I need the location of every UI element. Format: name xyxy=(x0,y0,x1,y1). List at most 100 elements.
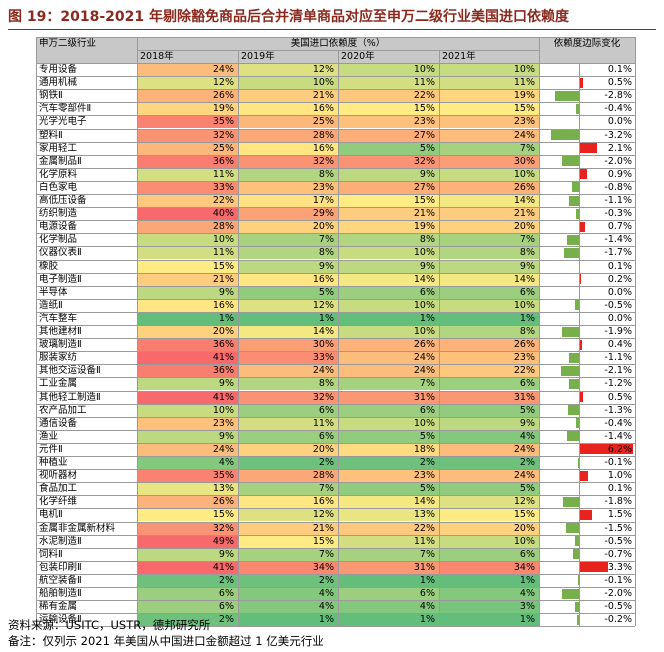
value-cell-2020: 6% xyxy=(338,587,439,601)
value-cell-2021: 7% xyxy=(439,141,539,155)
change-value: -1.2% xyxy=(604,378,632,390)
change-value: -1.5% xyxy=(604,522,632,534)
row-label: 纺织制造 xyxy=(39,208,78,220)
change-value: -1.9% xyxy=(604,326,632,337)
value-cell-2020: 18% xyxy=(338,442,439,456)
value-cell-2018: 15% xyxy=(137,259,238,273)
row-label: 高低压设备 xyxy=(39,195,87,206)
grid-line xyxy=(36,37,635,38)
value-cell-2021: 6% xyxy=(439,377,539,391)
change-bar xyxy=(579,470,588,481)
value-cell-2021: 20% xyxy=(439,220,539,234)
value-cell-2020: 2% xyxy=(338,456,439,470)
grid-line xyxy=(36,495,635,496)
change-value: 0.1% xyxy=(607,483,632,495)
row-label: 造纸Ⅱ xyxy=(39,299,63,311)
value-cell-2020: 23% xyxy=(338,115,439,129)
value-cell-2021: 19% xyxy=(439,89,539,103)
value-cell-2018: 36% xyxy=(137,154,238,168)
change-bar xyxy=(579,339,583,350)
row-label: 光学光电子 xyxy=(39,116,87,128)
value-cell-2018: 2% xyxy=(137,613,238,627)
value-cell-2021: 14% xyxy=(439,194,539,208)
row-label: 工业金属 xyxy=(39,378,78,390)
header-year-2021: 2021年 xyxy=(439,50,539,63)
grid-line xyxy=(36,102,635,103)
change-value: 3.3% xyxy=(607,561,632,573)
value-cell-2020: 22% xyxy=(338,521,439,535)
grid-line xyxy=(635,37,636,627)
grid-line xyxy=(36,521,635,523)
header-year-2020: 2020年 xyxy=(338,50,439,63)
grid-line xyxy=(36,285,635,287)
value-cell-2019: 2% xyxy=(238,456,338,470)
value-cell-2020: 27% xyxy=(338,128,439,142)
change-value: -2.1% xyxy=(604,365,632,377)
change-bar xyxy=(568,378,579,389)
change-value: 0.5% xyxy=(607,391,632,403)
row-label: 专用设备 xyxy=(39,64,78,75)
change-bar xyxy=(563,496,579,507)
change-bar xyxy=(569,195,579,206)
value-cell-2019: 12% xyxy=(238,508,338,522)
row-label: 半导体 xyxy=(39,286,68,298)
change-value: 0.0% xyxy=(607,312,632,324)
change-bar xyxy=(566,431,579,442)
grid-line xyxy=(36,220,635,221)
value-cell-2020: 6% xyxy=(338,285,439,299)
change-value: -2.0% xyxy=(604,155,632,167)
grid-line xyxy=(36,560,635,562)
grid-line xyxy=(36,246,635,247)
value-cell-2021: 1% xyxy=(439,573,539,587)
change-bar xyxy=(574,601,579,612)
grid-line xyxy=(36,469,635,470)
change-bar xyxy=(572,549,579,560)
change-value: 2.1% xyxy=(607,142,632,154)
change-bar xyxy=(572,182,579,193)
value-cell-2018: 41% xyxy=(137,351,238,365)
value-cell-2020: 14% xyxy=(338,272,439,286)
grid-line xyxy=(36,298,635,300)
value-cell-2019: 7% xyxy=(238,547,338,561)
row-label: 包装印刷Ⅱ xyxy=(39,561,82,573)
value-cell-2019: 16% xyxy=(238,141,338,155)
value-cell-2021: 23% xyxy=(439,351,539,365)
grid-line xyxy=(36,364,635,365)
header-year-2018: 2018年 xyxy=(137,50,238,63)
change-bar xyxy=(565,523,579,534)
grid-line xyxy=(439,50,440,627)
value-cell-2021: 1% xyxy=(439,311,539,325)
change-value: -2.8% xyxy=(604,90,632,102)
change-value: 1.0% xyxy=(607,470,632,482)
value-cell-2018: 19% xyxy=(137,102,238,116)
value-cell-2021: 10% xyxy=(439,63,539,77)
row-label: 橡胶 xyxy=(39,260,59,272)
change-bar xyxy=(579,444,633,455)
value-cell-2020: 24% xyxy=(338,351,439,365)
value-cell-2019: 34% xyxy=(238,560,338,574)
change-bar xyxy=(577,614,579,625)
value-cell-2018: 24% xyxy=(137,63,238,77)
row-label: 元件Ⅱ xyxy=(39,443,63,455)
value-cell-2019: 12% xyxy=(238,298,338,312)
change-value: -0.7% xyxy=(604,548,632,560)
row-label: 服装家纺 xyxy=(39,352,78,364)
value-cell-2021: 2% xyxy=(439,456,539,470)
row-label: 种植业 xyxy=(39,457,68,468)
grid-line xyxy=(36,180,635,182)
row-label: 家用轻工 xyxy=(39,142,78,154)
change-bar xyxy=(579,169,587,180)
value-cell-2018: 1% xyxy=(137,311,238,325)
change-bar xyxy=(574,536,579,547)
grid-line xyxy=(36,508,635,509)
change-bar xyxy=(562,326,579,337)
change-value: -1.1% xyxy=(604,352,632,364)
value-cell-2018: 2% xyxy=(137,573,238,587)
change-value: -0.5% xyxy=(604,299,632,311)
value-cell-2020: 32% xyxy=(338,154,439,168)
row-label: 饲料Ⅱ xyxy=(39,548,63,560)
row-label: 运输设备Ⅱ xyxy=(39,614,82,626)
grid-line xyxy=(36,482,635,483)
value-cell-2018: 33% xyxy=(137,180,238,194)
value-cell-2019: 15% xyxy=(238,534,338,548)
